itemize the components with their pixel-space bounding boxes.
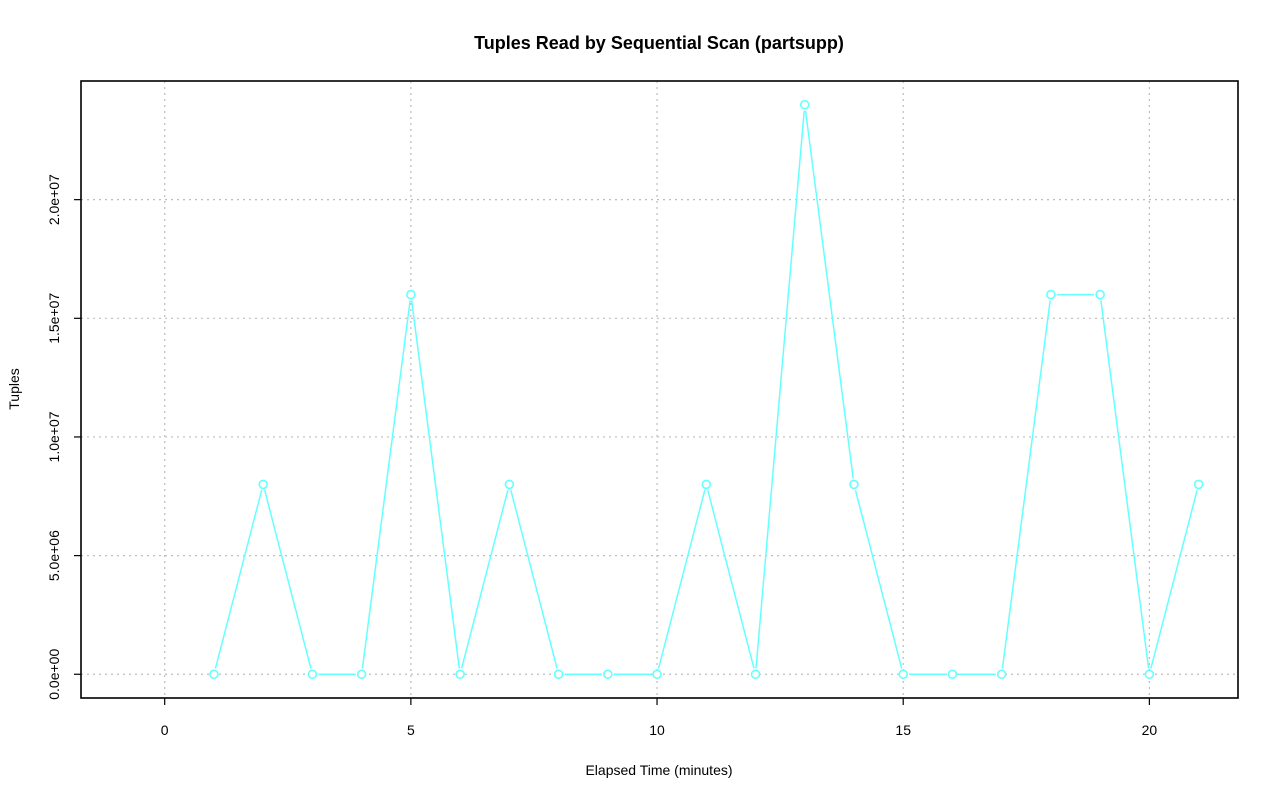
data-point: [799, 99, 810, 110]
data-point: [1046, 289, 1056, 300]
series-line-segment: [361, 300, 411, 669]
data-point: [701, 479, 712, 490]
x-tick-label: 10: [649, 722, 665, 738]
y-axis-label: Tuples: [6, 368, 22, 410]
y-axis: 0.0e+00 5.0e+06 1.0e+07 1.5e+07 2.0e+07: [46, 174, 81, 700]
data-point: [898, 669, 909, 680]
data-point: [553, 669, 564, 680]
chart-title: Tuples Read by Sequential Scan (partsupp…: [474, 33, 844, 53]
x-axis-label: Elapsed Time (minutes): [585, 762, 732, 778]
series-line-segment: [214, 490, 263, 669]
series-line-segment: [1150, 490, 1198, 669]
x-axis: 0 5 10 15 20: [161, 698, 1158, 738]
data-point: [947, 669, 958, 680]
data-point: [603, 669, 613, 680]
data-point: [1144, 669, 1155, 680]
series-line-segment: [510, 490, 558, 669]
series-line-segment: [657, 490, 706, 669]
series-line-segment: [707, 490, 755, 669]
y-tick-label: 5.0e+06: [46, 530, 62, 581]
y-tick-label: 1.0e+07: [46, 411, 62, 462]
data-point: [1095, 289, 1105, 300]
data-point: [406, 289, 416, 300]
series-line-segment: [804, 110, 854, 479]
grid-layer: [81, 81, 1238, 698]
x-tick-label: 15: [895, 722, 911, 738]
x-tick-label: 0: [161, 722, 169, 738]
series-line-segment: [1100, 300, 1150, 669]
data-point: [307, 669, 318, 680]
data-point: [455, 669, 465, 680]
data-point: [209, 669, 219, 680]
data-point: [849, 479, 859, 490]
y-tick-label: 1.5e+07: [46, 293, 62, 344]
series-line-segment: [1001, 300, 1051, 669]
x-tick-label: 20: [1142, 722, 1158, 738]
data-point: [1193, 479, 1204, 490]
data-point: [356, 669, 367, 680]
data-point: [258, 479, 268, 490]
series-line-segment: [755, 110, 805, 669]
series-line-segment: [854, 490, 903, 669]
data-point: [750, 669, 761, 680]
series-layer: [209, 99, 1204, 680]
data-point: [652, 669, 662, 680]
plot-frame: [80, 80, 1239, 699]
series-line-segment: [263, 490, 312, 669]
y-tick-label: 0.0e+00: [46, 649, 62, 700]
data-point: [504, 479, 515, 490]
series-line-segment: [460, 490, 509, 669]
data-point: [996, 669, 1007, 680]
y-tick-label: 2.0e+07: [46, 174, 62, 225]
x-tick-label: 5: [407, 722, 415, 738]
series-line-segment: [410, 300, 461, 669]
